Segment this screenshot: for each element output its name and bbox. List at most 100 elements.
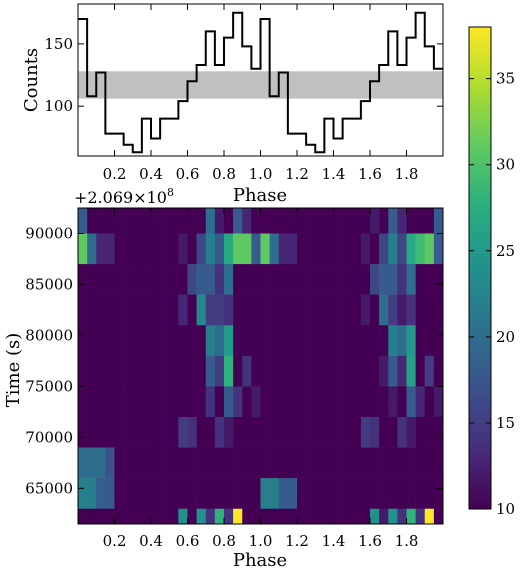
heatmap-cell	[151, 416, 161, 448]
heatmap-ylabel: Time (s)	[3, 333, 24, 408]
heatmap-cell	[415, 386, 426, 418]
heatmap-cell	[123, 325, 134, 357]
profile-xtick-label: 0.8	[212, 165, 236, 183]
heatmap-cell	[233, 233, 243, 265]
heatmap-cell	[360, 447, 371, 479]
heatmap-cell	[233, 478, 243, 510]
heatmap-cell	[351, 478, 362, 510]
heatmap-cell	[269, 416, 280, 448]
heatmap-cell	[351, 264, 362, 295]
heatmap-cell	[224, 208, 234, 234]
heatmap-cell	[132, 264, 143, 295]
heatmap-cell	[360, 355, 371, 387]
heatmap-cell	[333, 416, 343, 448]
heatmap-cell	[324, 264, 334, 295]
heatmap-cell	[306, 508, 316, 525]
heatmap-cell	[260, 208, 270, 234]
offset-label: +2.069×108	[74, 186, 174, 207]
heatmap-cell	[205, 386, 216, 418]
heatmap-cell	[242, 208, 252, 234]
heatmap-cell	[406, 264, 416, 295]
heatmap-cell	[333, 478, 343, 510]
heatmap-cell	[87, 294, 97, 326]
heatmap-cell	[114, 208, 124, 234]
heatmap-cell	[178, 478, 188, 510]
heatmap-cell	[388, 208, 398, 234]
heatmap-cell	[160, 208, 170, 234]
heatmap-cell	[105, 264, 115, 295]
heatmap-xtick-label: 0.2	[103, 532, 127, 550]
profile-xtick-label: 0.2	[103, 165, 127, 183]
heatmap-cell	[141, 416, 152, 448]
heatmap-cell	[251, 208, 261, 234]
heatmap-cell	[151, 355, 161, 387]
heatmap-cell	[214, 208, 225, 234]
heatmap-cell	[306, 208, 316, 234]
heatmap-cell	[205, 416, 216, 448]
heatmap-cell	[370, 208, 380, 234]
heatmap-cell	[297, 294, 307, 326]
heatmap-cell	[360, 264, 371, 295]
heatmap-cell	[333, 264, 343, 295]
profile-ytick-label: 150	[44, 35, 73, 53]
heatmap-cell	[379, 447, 389, 479]
heatmap-cell	[278, 264, 289, 295]
heatmap-cell	[370, 386, 380, 418]
heatmap-cell	[214, 416, 225, 448]
heatmap-cell	[205, 447, 216, 479]
heatmap-cell	[370, 294, 380, 326]
heatmap-cell	[205, 508, 216, 525]
heatmap-cell	[260, 325, 270, 357]
heatmap-cell	[397, 386, 407, 418]
heatmap-cell	[406, 355, 416, 387]
heatmap-cell	[360, 478, 371, 510]
heatmap-cell	[379, 478, 389, 510]
heatmap-xtick-label: 1.2	[285, 532, 309, 550]
heatmap-cell	[123, 294, 134, 326]
heatmap-cell	[415, 233, 426, 265]
heatmap-cell	[333, 447, 343, 479]
heatmap-cell	[406, 416, 416, 448]
heatmap-cell	[388, 264, 398, 295]
heatmap-cells	[78, 208, 444, 525]
heatmap-cell	[406, 447, 416, 479]
heatmap-cell	[160, 355, 170, 387]
heatmap-cell	[178, 294, 188, 326]
profile-xtick-label: 1.2	[285, 165, 309, 183]
heatmap-cell	[306, 386, 316, 418]
heatmap-xlabel: Phase	[233, 550, 287, 571]
heatmap-cell	[169, 355, 179, 387]
heatmap-cell	[151, 508, 161, 525]
heatmap-ytick-label: 80000	[25, 326, 73, 344]
heatmap-cell	[233, 208, 243, 234]
heatmap-cell	[178, 355, 188, 387]
heatmap-cell	[105, 325, 115, 357]
heatmap-cell	[360, 386, 371, 418]
heatmap-cell	[315, 447, 325, 479]
heatmap-cell	[141, 233, 152, 265]
heatmap-cell	[315, 386, 325, 418]
heatmap-cell	[87, 325, 97, 357]
heatmap-cell	[141, 294, 152, 326]
heatmap-cell	[169, 508, 179, 525]
heatmap-cell	[306, 416, 316, 448]
heatmap-cell	[224, 355, 234, 387]
heatmap-cell	[187, 447, 197, 479]
heatmap-cell	[141, 355, 152, 387]
heatmap-cell	[269, 325, 280, 357]
heatmap-cell	[379, 386, 389, 418]
heatmap-cell	[278, 294, 289, 326]
heatmap-cell	[224, 508, 234, 525]
heatmap-cell	[196, 325, 207, 357]
heatmap-cell	[433, 294, 444, 326]
heatmap-cell	[242, 508, 252, 525]
heatmap-cell	[351, 447, 362, 479]
heatmap-cell	[132, 478, 143, 510]
heatmap-cell	[397, 208, 407, 234]
heatmap-cell	[87, 478, 97, 510]
heatmap-cell	[78, 386, 88, 418]
heatmap-cell	[187, 478, 197, 510]
heatmap-xtick-label: 1.0	[249, 532, 273, 550]
heatmap-cell	[260, 478, 270, 510]
